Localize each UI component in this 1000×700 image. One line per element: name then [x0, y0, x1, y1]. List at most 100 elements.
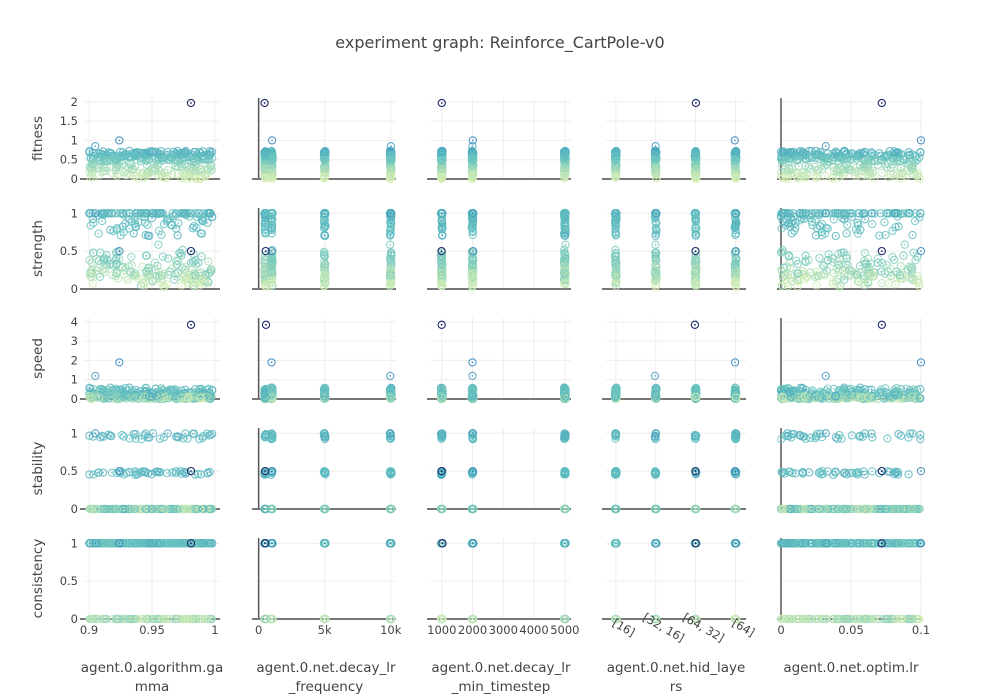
data-point-center: [140, 157, 143, 160]
panel-strength-2: [427, 208, 571, 291]
data-point-center: [440, 176, 443, 178]
data-point-center: [920, 139, 922, 142]
data-point-center: [91, 157, 94, 160]
data-point-center: [171, 224, 174, 227]
data-point-center: [820, 155, 823, 158]
data-point-center: [92, 218, 94, 220]
data-point-center: [176, 160, 178, 162]
data-point-center: [654, 145, 657, 148]
data-point-center: [116, 175, 118, 177]
data-point-center: [471, 225, 473, 228]
data-point-center: [832, 178, 834, 180]
data-point-center: [132, 232, 135, 235]
data-point-center: [97, 174, 100, 177]
data-point-center: [389, 243, 391, 246]
data-point-center: [194, 274, 197, 277]
data-point-center: [199, 232, 202, 235]
data-point-center: [190, 250, 192, 253]
data-point-center: [145, 270, 148, 273]
data-point-center: [694, 169, 697, 172]
data-point-center: [160, 234, 163, 236]
data-point-center: [111, 172, 114, 175]
data-point-center: [324, 274, 326, 277]
data-point-center: [125, 276, 128, 279]
data-point-center: [199, 168, 202, 171]
data-point-center: [147, 171, 150, 173]
data-point-center: [734, 151, 736, 154]
data-point-center: [564, 235, 566, 237]
data-point-center: [796, 177, 799, 180]
data-point-center: [205, 282, 208, 285]
data-point-center: [270, 158, 273, 161]
data-point-center: [655, 177, 658, 180]
data-point-center: [89, 156, 92, 159]
data-point-center: [205, 174, 208, 177]
data-point-center: [134, 155, 137, 158]
data-point-center: [323, 272, 326, 275]
data-point-center: [899, 166, 902, 169]
data-point-center: [733, 139, 736, 142]
data-point-center: [614, 155, 617, 158]
data-point-center: [187, 282, 190, 284]
data-point-center: [92, 282, 94, 285]
data-point-center: [801, 153, 804, 156]
data-point-center: [130, 264, 133, 267]
data-point-center: [183, 156, 186, 159]
data-point-center: [845, 163, 848, 166]
data-point-center: [199, 177, 202, 180]
data-point-center: [114, 212, 117, 215]
data-point-center: [157, 276, 160, 279]
data-point-center: [160, 281, 163, 283]
data-point-center: [471, 145, 474, 148]
data-point-center: [563, 222, 566, 225]
data-point-center: [175, 227, 178, 230]
data-point-center: [161, 158, 164, 161]
data-point-center: [270, 212, 273, 215]
data-point-center: [101, 220, 103, 223]
data-point-center: [845, 158, 848, 161]
data-point-center: [92, 176, 94, 179]
data-point-center: [782, 150, 784, 153]
data-point-center: [128, 227, 131, 230]
data-point-center: [440, 102, 443, 104]
data-point-center: [107, 151, 110, 154]
data-point-center: [264, 217, 266, 220]
data-point-center: [831, 176, 834, 179]
data-point-center: [858, 153, 861, 156]
data-point-center: [199, 279, 202, 282]
data-point-center: [893, 160, 896, 162]
data-point-center: [181, 266, 184, 269]
data-point-center: [158, 275, 161, 278]
data-point-center: [163, 272, 166, 275]
data-point-center: [92, 163, 95, 166]
data-point-center: [171, 173, 174, 176]
data-point-center: [910, 166, 913, 169]
panel-fitness-2: [427, 98, 571, 184]
data-point-center: [264, 284, 267, 287]
data-point-center: [780, 156, 783, 158]
data-point-center: [887, 176, 890, 179]
data-point-center: [118, 250, 121, 253]
data-point-center: [471, 139, 474, 142]
data-point-center: [128, 218, 131, 221]
data-point-center: [122, 231, 125, 233]
data-point-center: [101, 269, 104, 271]
panel-fitness-1: [252, 98, 396, 184]
data-point-center: [270, 270, 273, 273]
data-point-center: [118, 139, 121, 142]
data-point-center: [564, 150, 567, 153]
data-point-center: [815, 177, 818, 180]
data-point-center: [263, 102, 266, 104]
data-point-center: [815, 175, 818, 178]
data-point-center: [440, 169, 443, 172]
data-point-center: [103, 257, 106, 260]
data-point: [133, 174, 143, 183]
data-point-center: [270, 160, 273, 162]
data-point-center: [89, 224, 92, 227]
data-point-center: [859, 164, 861, 166]
data-point-center: [264, 177, 267, 180]
data-point-center: [264, 250, 267, 253]
data-point-center: [145, 163, 148, 166]
data-point-center: [878, 152, 881, 155]
data-point-center: [390, 158, 393, 161]
